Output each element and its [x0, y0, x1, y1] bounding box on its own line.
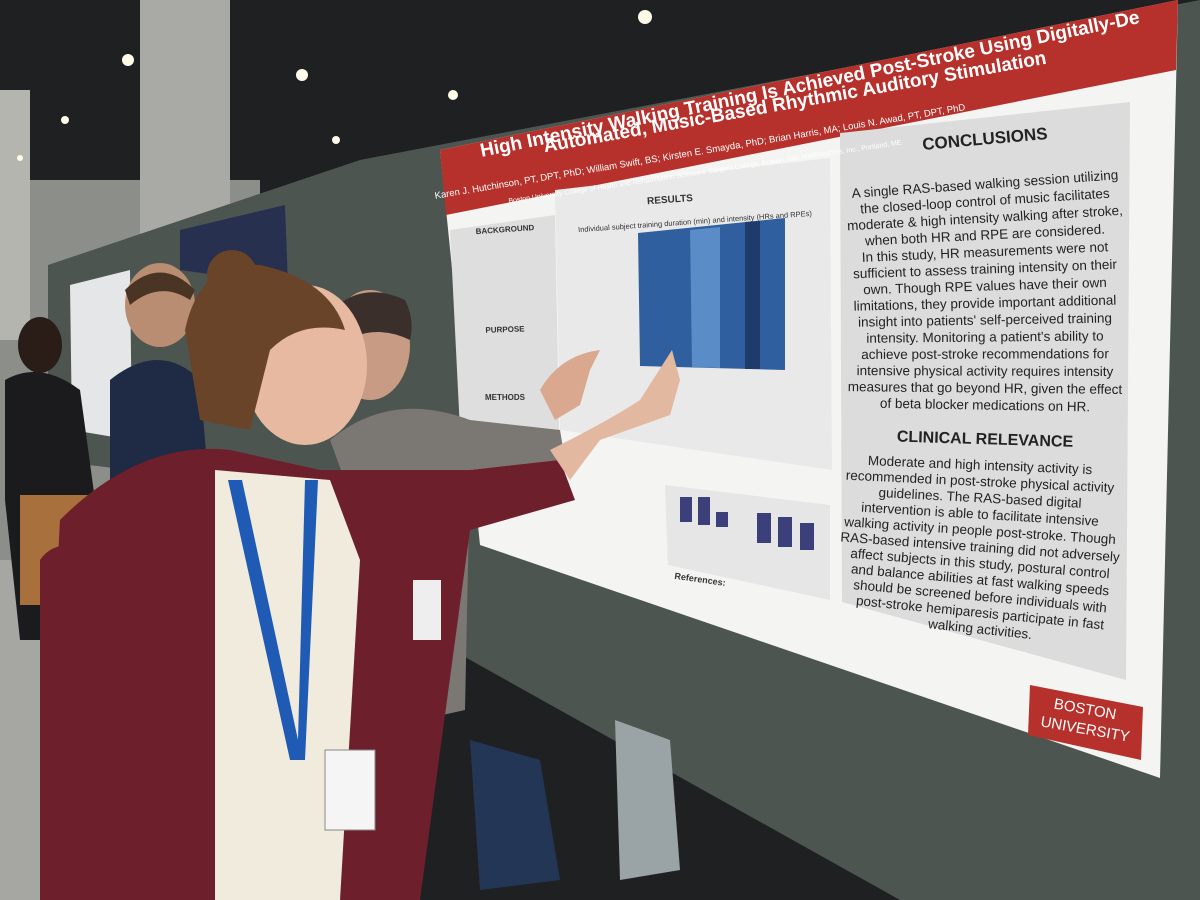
lanyard	[228, 480, 318, 760]
poster-header	[440, 0, 1178, 215]
badge	[324, 749, 376, 831]
conclusion-line: limitations, they provide important addi…	[854, 293, 1117, 314]
bar-figure	[680, 497, 814, 550]
woman-arm	[40, 545, 120, 900]
person-hair	[125, 272, 195, 305]
woman-hair-bun	[207, 250, 257, 300]
section-heading: PURPOSE	[485, 324, 525, 334]
badge	[413, 580, 441, 640]
far-poster	[180, 205, 288, 285]
conclusion-line: achieve post-stroke recommendations for	[861, 346, 1109, 362]
section-heading: CLINICAL RELEVANCE	[897, 429, 1074, 451]
conclusion-line: insight into patients' self-perceived tr…	[858, 310, 1112, 329]
woman-hand	[540, 350, 600, 420]
woman-hand	[550, 350, 680, 480]
person-hair	[18, 317, 62, 373]
person-legs	[615, 720, 680, 880]
pillar	[0, 90, 30, 340]
woman-shirt	[215, 470, 360, 900]
background-panel	[450, 215, 560, 480]
conclusions-panel	[840, 102, 1130, 680]
conclusion-line: measures that go beyond HR, given the ef…	[848, 379, 1123, 397]
section-heading: RESULTS	[647, 193, 694, 207]
woman-hair	[185, 264, 345, 430]
ceiling-lights	[17, 10, 652, 161]
section-heading: BACKGROUND	[475, 223, 534, 236]
pillar	[140, 0, 230, 240]
conclusion-line: intensive physical activity requires int…	[857, 363, 1114, 379]
conclusion-line: intensity. Monitoring a patient's abilit…	[866, 328, 1103, 345]
conclusion-line: own. Though RPE values have their own	[863, 275, 1107, 297]
section-heading: METHODS	[485, 393, 526, 402]
results-heatmap	[638, 218, 785, 370]
bag	[470, 740, 560, 890]
conclusion-line: of beta blocker medications on HR.	[880, 396, 1090, 415]
logo-box	[1028, 685, 1143, 760]
